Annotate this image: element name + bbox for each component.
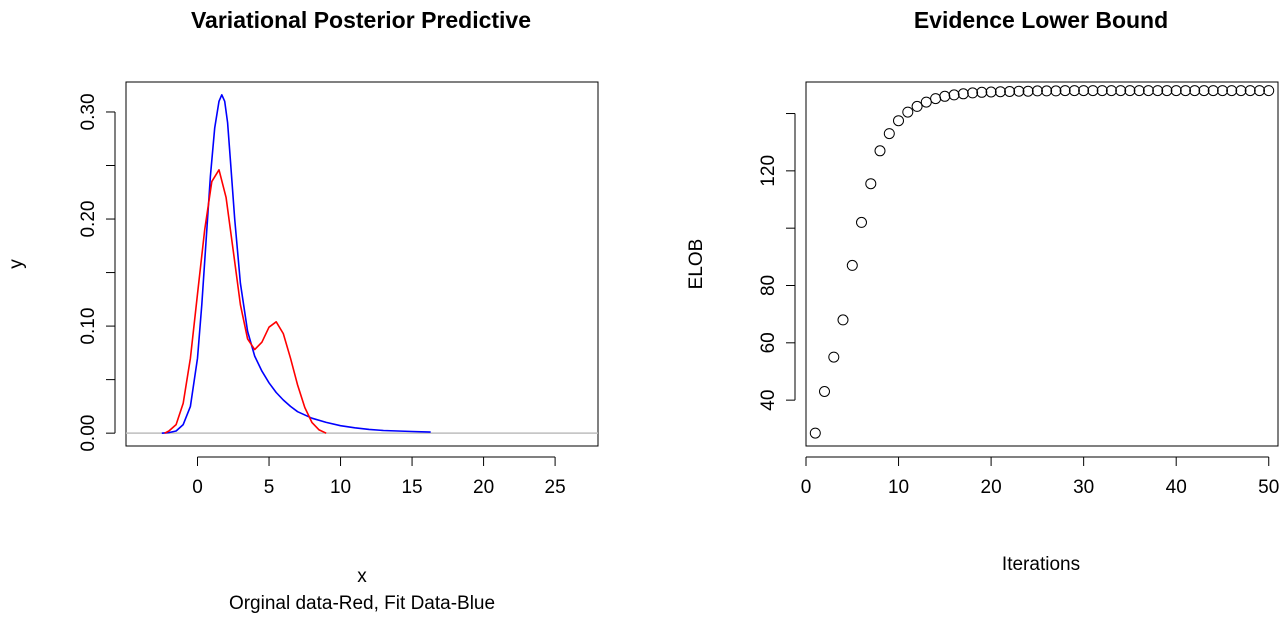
elbo-point bbox=[1198, 85, 1210, 97]
elbo-point bbox=[809, 427, 821, 439]
elbo-point bbox=[976, 86, 988, 98]
elbo-point bbox=[1041, 85, 1053, 97]
y-axis-label: y bbox=[6, 259, 27, 269]
y-tick-label: 80 bbox=[758, 275, 779, 296]
fit-density-line bbox=[161, 94, 431, 434]
elbo-point bbox=[902, 106, 914, 118]
chart-subtitle: Orginal data-Red, Fit Data-Blue bbox=[229, 593, 495, 614]
x-tick-label: 10 bbox=[888, 477, 909, 498]
elbo-point bbox=[856, 216, 867, 228]
elbo-point bbox=[967, 87, 979, 99]
elbo-point bbox=[819, 386, 830, 397]
x-tick-label: 20 bbox=[473, 477, 494, 498]
y-tick-label: 0.00 bbox=[78, 415, 99, 452]
x-axis: 0 10 20 30 40 50 bbox=[801, 456, 1279, 498]
x-tick-label: 25 bbox=[545, 477, 566, 498]
y-tick-label: 120 bbox=[758, 155, 779, 187]
elbo-point bbox=[1078, 85, 1090, 97]
y-axis-label: ELOB bbox=[686, 239, 707, 290]
elbo-point bbox=[1031, 85, 1043, 97]
elbo-point bbox=[1124, 85, 1136, 97]
elbo-point bbox=[939, 90, 951, 102]
elbo-point bbox=[1244, 85, 1256, 97]
x-tick-label: 30 bbox=[1073, 477, 1094, 498]
original-density-line bbox=[164, 169, 327, 434]
posterior-predictive-panel: Variational Posterior Predictive 0 5 10 15 2… bbox=[6, 7, 599, 614]
elbo-point bbox=[994, 86, 1006, 98]
elbo-panel: Evidence Lower Bound 0 10 20 30 40 50 40 60 80 1… bbox=[686, 7, 1279, 575]
elbo-point bbox=[1180, 85, 1191, 97]
x-tick-label: 0 bbox=[801, 477, 812, 498]
elbo-point bbox=[883, 128, 895, 140]
elbo-point bbox=[1226, 85, 1238, 97]
x-tick-label: 50 bbox=[1258, 477, 1279, 498]
chart-title: Variational Posterior Predictive bbox=[191, 7, 531, 33]
y-tick-label: 0.30 bbox=[78, 93, 99, 130]
x-axis-label: x bbox=[357, 566, 367, 587]
elbo-point bbox=[837, 314, 849, 326]
x-axis-label: Iterations bbox=[1002, 554, 1080, 575]
chart-title: Evidence Lower Bound bbox=[914, 7, 1168, 33]
plot-frame bbox=[805, 81, 1279, 447]
elbo-point bbox=[1152, 85, 1164, 97]
elbo-point bbox=[957, 88, 969, 100]
y-tick-label: 60 bbox=[758, 332, 779, 353]
elbo-point bbox=[948, 89, 960, 101]
elbo-point bbox=[1133, 85, 1145, 97]
elbo-point bbox=[1068, 85, 1080, 97]
y-tick-label: 0.20 bbox=[78, 201, 99, 238]
elbo-point bbox=[985, 86, 997, 98]
elbo-point bbox=[1189, 85, 1201, 97]
elbo-point bbox=[1087, 85, 1099, 97]
elbo-point bbox=[1022, 85, 1034, 97]
plot-area bbox=[126, 94, 598, 434]
plot-area bbox=[809, 85, 1275, 439]
elbo-point bbox=[1105, 85, 1117, 97]
elbo-point bbox=[1013, 85, 1025, 97]
x-tick-label: 40 bbox=[1166, 477, 1187, 498]
elbo-point bbox=[1217, 85, 1228, 97]
elbo-point bbox=[920, 96, 932, 108]
elbo-point bbox=[930, 93, 942, 105]
elbo-point bbox=[1263, 85, 1275, 97]
elbo-point bbox=[893, 115, 904, 127]
elbo-point bbox=[846, 259, 858, 271]
elbo-point bbox=[1207, 85, 1219, 97]
elbo-point bbox=[1161, 85, 1173, 97]
y-tick-label: 40 bbox=[758, 390, 779, 411]
x-tick-label: 0 bbox=[192, 477, 203, 498]
elbo-point bbox=[828, 351, 840, 363]
elbo-point bbox=[874, 145, 886, 157]
elbo-point bbox=[1142, 85, 1154, 97]
y-axis: 40 60 80 120 bbox=[758, 113, 796, 411]
x-tick-label: 10 bbox=[330, 477, 351, 498]
x-tick-label: 5 bbox=[264, 477, 275, 498]
elbo-point bbox=[1115, 85, 1127, 97]
elbo-point bbox=[1235, 85, 1247, 97]
elbo-point bbox=[1096, 85, 1108, 97]
plot-frame bbox=[125, 81, 599, 447]
y-axis: 0.00 0.10 0.20 0.30 bbox=[78, 93, 116, 452]
elbo-point bbox=[1254, 85, 1265, 97]
elbo-point bbox=[1050, 85, 1062, 97]
elbo-point bbox=[1004, 86, 1016, 97]
x-tick-label: 20 bbox=[981, 477, 1002, 498]
x-tick-label: 15 bbox=[401, 477, 422, 498]
elbo-point bbox=[911, 100, 923, 112]
elbo-point bbox=[1059, 85, 1071, 97]
elbo-point bbox=[865, 178, 877, 190]
x-axis: 0 5 10 15 20 25 bbox=[192, 456, 566, 498]
elbo-point bbox=[1170, 85, 1182, 97]
y-tick-label: 0.10 bbox=[78, 308, 99, 345]
